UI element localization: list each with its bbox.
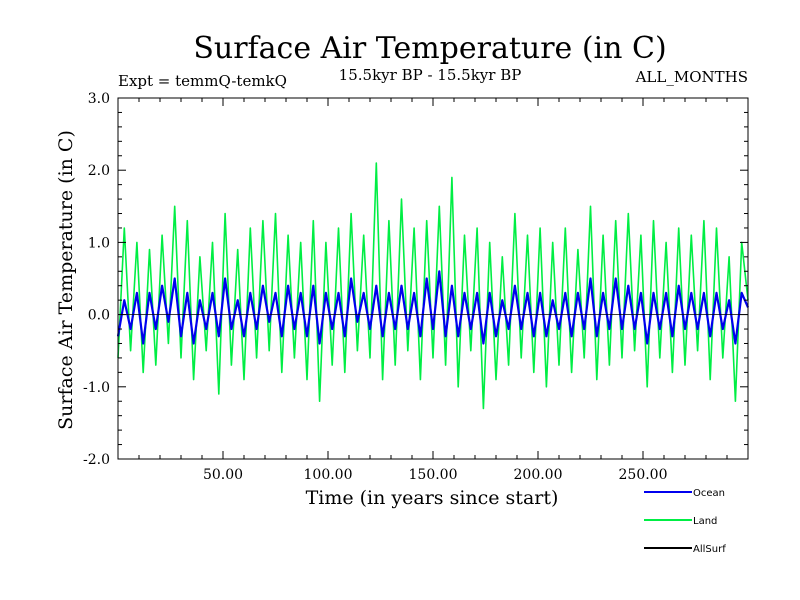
x-tick-label: 200.00 (514, 467, 563, 483)
y-tick-label: -2.0 (83, 452, 110, 468)
series-line-ocean (116, 270, 750, 345)
ticks-layer: -2.0 -1.0 0.0 1.0 2.0 3.0 50.00 100.00 150.00 200… (83, 91, 748, 483)
y-tick-label: 0.0 (88, 308, 110, 324)
x-axis-label: Time (in years since start) (306, 487, 559, 509)
x-tick-label: 50.00 (203, 467, 243, 483)
y-axis-label: Surface Air Temperature (in C) (55, 130, 77, 430)
period-label: 15.5kyr BP - 15.5kyr BP (339, 66, 522, 84)
legend-label-ocean: Ocean (693, 488, 725, 499)
legend: Ocean Land AllSurf (644, 488, 726, 555)
months-label: ALL_MONTHS (635, 68, 748, 86)
y-tick-label: 1.0 (88, 235, 110, 251)
x-tick-label: 250.00 (619, 467, 668, 483)
y-tick-label: 3.0 (88, 91, 110, 107)
x-tick-label: 100.00 (304, 467, 353, 483)
y-tick-label: -1.0 (83, 380, 110, 396)
expt-label: Expt = temmQ-temkQ (118, 72, 287, 90)
legend-label-allsurf: AllSurf (693, 544, 726, 555)
x-tick-label: 150.00 (409, 467, 458, 483)
series-layer (116, 162, 750, 410)
series-line-land (117, 162, 749, 410)
legend-label-land: Land (693, 516, 717, 527)
chart-title: Surface Air Temperature (in C) (193, 31, 666, 66)
plot-frame (117, 97, 749, 460)
y-tick-label: 2.0 (88, 163, 110, 179)
